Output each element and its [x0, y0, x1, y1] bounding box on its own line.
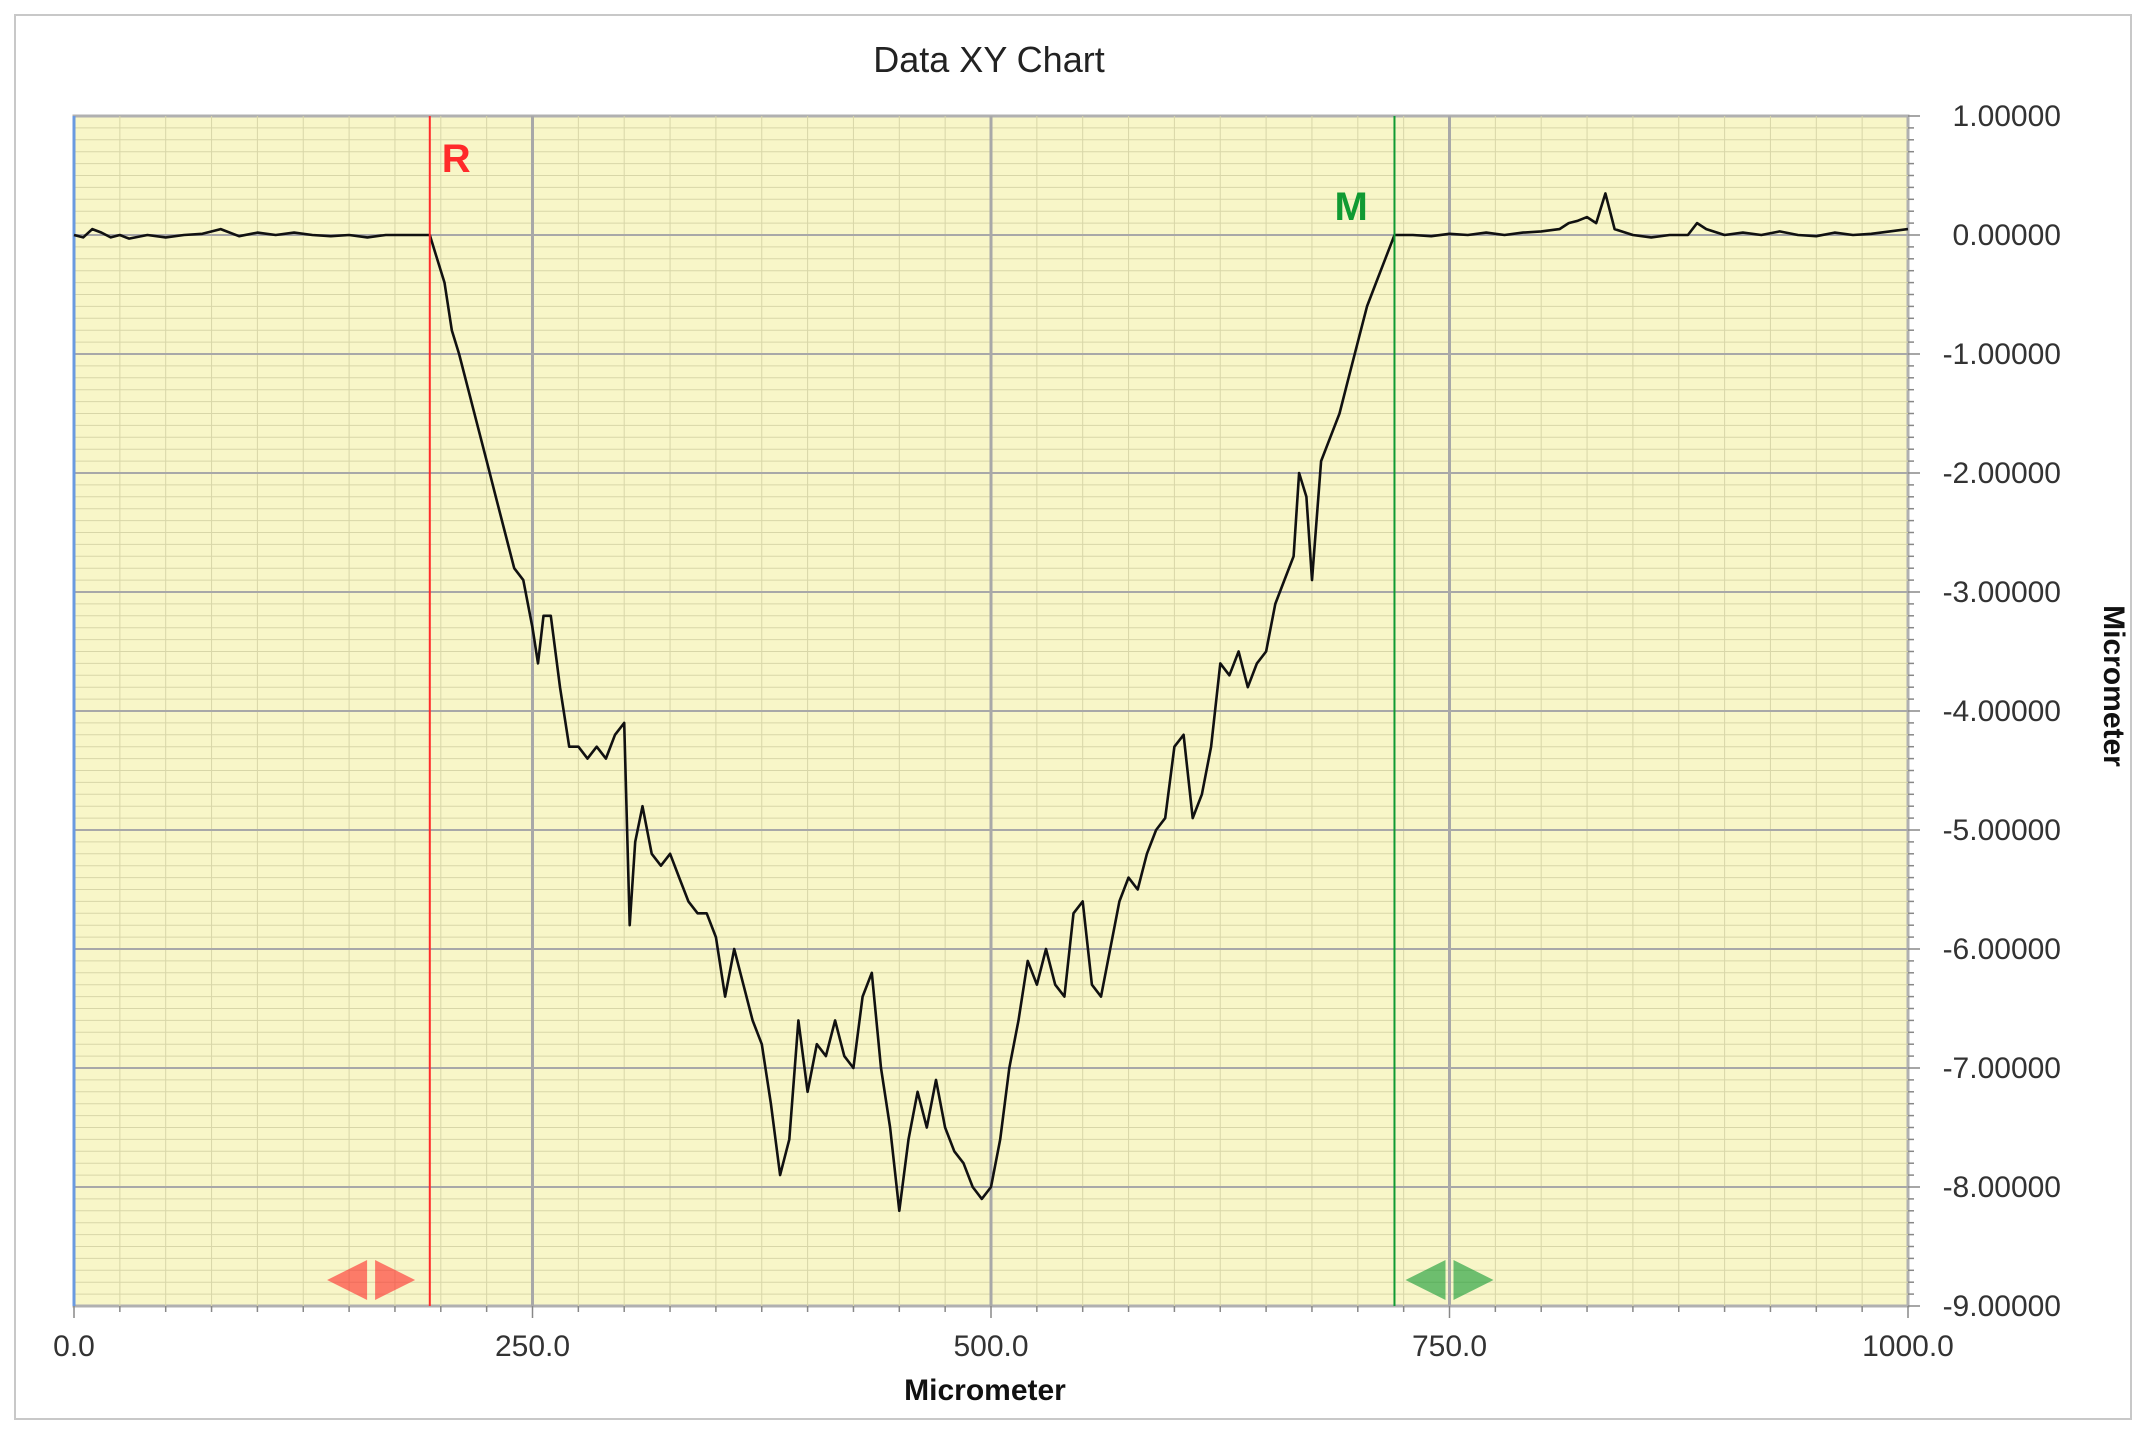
y-tick-label: -2.00000 [1943, 457, 2061, 490]
arrow-left-icon [1405, 1260, 1446, 1300]
y-tick-labels: 1.00000 0.00000 -1.00000 -2.00000 -3.00000 -4… [1943, 100, 2061, 1323]
x-tick-label: 750.0 [1412, 1330, 1487, 1363]
marker-handle-m[interactable] [1405, 1260, 1494, 1300]
y-tick-label: -8.00000 [1943, 1171, 2061, 1204]
profile-series-line [73, 192, 1909, 1213]
y-axis-label: Micrometer [2097, 605, 2130, 767]
xy-chart: Data XY Chart RM 0.0 250.0 500.0 750.0 1000.… [53, 39, 2130, 1407]
axis-tick-marks [73, 115, 1920, 1318]
x-tick-label: 250.0 [495, 1330, 570, 1363]
y-tick-label: 1.00000 [1953, 100, 2061, 133]
y-tick-label: 0.00000 [1953, 219, 2061, 252]
arrow-right-icon [375, 1260, 416, 1300]
x-tick-label: 1000.0 [1862, 1330, 1954, 1363]
arrow-left-icon [327, 1260, 368, 1300]
major-grid [74, 116, 1908, 1306]
x-tick-label: 500.0 [953, 1330, 1028, 1363]
plot-area: RM [72, 114, 1920, 1318]
y-tick-label: -1.00000 [1943, 338, 2061, 371]
x-axis-label: Micrometer [904, 1374, 1066, 1407]
y-tick-label: -4.00000 [1943, 695, 2061, 728]
x-tick-label: 0.0 [53, 1330, 95, 1363]
marker-label-m: M [1334, 185, 1367, 229]
y-tick-label: -9.00000 [1943, 1290, 2061, 1323]
marker-label-r: R [442, 137, 471, 181]
markers: RM [327, 116, 1494, 1306]
y-tick-label: -7.00000 [1943, 1052, 2061, 1085]
x-tick-labels: 0.0 250.0 500.0 750.0 1000.0 [53, 1330, 1954, 1363]
arrow-right-icon [1453, 1260, 1494, 1300]
y-tick-label: -3.00000 [1943, 576, 2061, 609]
y-tick-label: -6.00000 [1943, 933, 2061, 966]
chart-title: Data XY Chart [873, 39, 1104, 80]
marker-handle-r[interactable] [327, 1260, 416, 1300]
y-tick-label: -5.00000 [1943, 814, 2061, 847]
